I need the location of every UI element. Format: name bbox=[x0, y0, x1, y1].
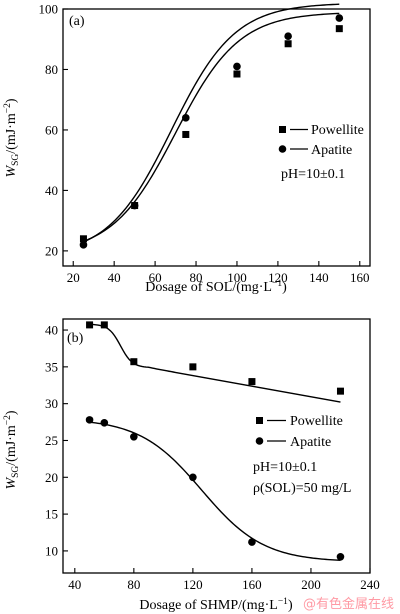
data-point-apatite bbox=[284, 32, 292, 41]
data-point-apatite bbox=[100, 419, 109, 427]
data-point-powellite bbox=[189, 363, 197, 371]
data-point-powellite bbox=[130, 358, 138, 366]
plot-frame-b bbox=[62, 318, 371, 574]
x-tick-label: 80 bbox=[190, 270, 203, 285]
watermark-text: @有色金属在线 bbox=[303, 596, 394, 612]
y-tick-label: 15 bbox=[45, 507, 58, 522]
y-tick-label: 40 bbox=[45, 183, 58, 198]
curve-powellite bbox=[89, 323, 341, 403]
x-tick-label: 240 bbox=[360, 577, 380, 592]
legend-label-apatite-a: Apatite bbox=[311, 143, 352, 158]
y-axis-title-b: WSG/(mJ·m−2) bbox=[3, 410, 21, 489]
plot-frame-a bbox=[62, 8, 371, 267]
legend-label-apatite-b: Apatite bbox=[290, 435, 331, 450]
curve-apatite bbox=[89, 421, 341, 562]
tick-marks-b bbox=[63, 329, 371, 573]
legend-marker-powellite-b bbox=[256, 417, 263, 424]
annotation-ph-b: pH=10±0.1 bbox=[253, 460, 317, 475]
x-axis-title-b: Dosage of SHMP/(mg·L−1) bbox=[139, 597, 293, 613]
annotation-ph-a: pH=10±0.1 bbox=[281, 167, 345, 182]
x-tick-label: 40 bbox=[108, 270, 121, 285]
data-points-b bbox=[85, 321, 345, 561]
legend-marker-powellite-a bbox=[279, 126, 286, 133]
data-point-apatite bbox=[335, 14, 344, 22]
data-point-powellite bbox=[336, 387, 344, 395]
x-tick-labels-b: 40 80 120 160 200 240 bbox=[68, 577, 379, 592]
y-tick-label: 80 bbox=[45, 62, 58, 77]
data-point-powellite bbox=[100, 321, 108, 329]
data-point-apatite bbox=[79, 241, 88, 249]
data-point-powellite bbox=[335, 25, 343, 33]
x-tick-label: 40 bbox=[68, 577, 81, 592]
x-tick-label: 140 bbox=[309, 270, 329, 285]
data-point-apatite bbox=[189, 473, 197, 482]
curve-apatite bbox=[83, 3, 340, 243]
panel-a: 20 40 60 80 100 120 140 160 20 40 60 80 100 (a) Pow… bbox=[3, 2, 371, 295]
data-point-powellite bbox=[182, 130, 190, 138]
y-tick-label: 10 bbox=[45, 543, 58, 558]
panel-label-a: (a) bbox=[69, 14, 85, 29]
y-tick-label: 60 bbox=[45, 122, 58, 137]
y-tick-label: 100 bbox=[39, 2, 59, 17]
x-tick-label: 160 bbox=[242, 577, 262, 592]
y-tick-label: 30 bbox=[45, 396, 58, 411]
x-tick-labels-a: 20 40 60 80 100 120 140 160 bbox=[67, 270, 370, 285]
data-point-powellite bbox=[248, 378, 256, 386]
y-tick-label: 40 bbox=[45, 323, 58, 338]
y-tick-label: 25 bbox=[45, 433, 58, 448]
x-tick-label: 100 bbox=[227, 270, 247, 285]
x-axis-title-a: Dosage of SOL/(mg·L−1) bbox=[145, 279, 287, 295]
x-tick-label: 60 bbox=[149, 270, 162, 285]
data-point-apatite bbox=[130, 432, 138, 441]
fitted-curves-a bbox=[83, 3, 340, 243]
x-tick-label: 120 bbox=[268, 270, 288, 285]
data-point-powellite bbox=[79, 235, 87, 243]
x-tick-label: 160 bbox=[350, 270, 370, 285]
data-point-apatite bbox=[130, 201, 139, 210]
legend-label-powellite-b: Powellite bbox=[290, 414, 343, 429]
data-points-a bbox=[79, 14, 344, 249]
curve-powellite bbox=[83, 12, 340, 242]
data-point-apatite bbox=[248, 538, 256, 546]
annotation-sol-dosage-b: ρ(SOL)=50 mg/L bbox=[253, 481, 352, 496]
x-tick-label: 20 bbox=[67, 270, 80, 285]
y-tick-labels-a: 20 40 60 80 100 bbox=[39, 2, 59, 259]
x-tick-label: 80 bbox=[127, 577, 140, 592]
x-tick-label: 200 bbox=[301, 577, 321, 592]
data-point-apatite bbox=[85, 416, 94, 424]
x-tick-label: 120 bbox=[183, 577, 203, 592]
y-axis-title-a: WSG/(mJ·m−2) bbox=[3, 98, 21, 177]
legend-marker-apatite-a bbox=[278, 145, 287, 153]
y-tick-label: 20 bbox=[45, 243, 58, 258]
data-point-powellite bbox=[233, 70, 241, 78]
tick-marks-a bbox=[63, 8, 361, 266]
legend-label-powellite-a: Powellite bbox=[311, 123, 364, 138]
data-point-apatite bbox=[336, 553, 345, 561]
data-point-apatite bbox=[233, 62, 241, 71]
y-tick-labels-b: 10 15 20 25 30 35 40 bbox=[45, 323, 58, 559]
data-point-powellite bbox=[86, 321, 94, 329]
y-tick-label: 35 bbox=[45, 359, 58, 374]
data-point-powellite bbox=[284, 40, 292, 48]
panel-label-b: (b) bbox=[67, 331, 84, 346]
panel-b: 40 80 120 160 200 240 10 15 20 25 30 35 40 (b) Powe… bbox=[3, 318, 380, 613]
legend-marker-apatite-b bbox=[255, 437, 264, 445]
y-tick-label: 20 bbox=[45, 470, 58, 485]
data-point-apatite bbox=[182, 114, 190, 122]
